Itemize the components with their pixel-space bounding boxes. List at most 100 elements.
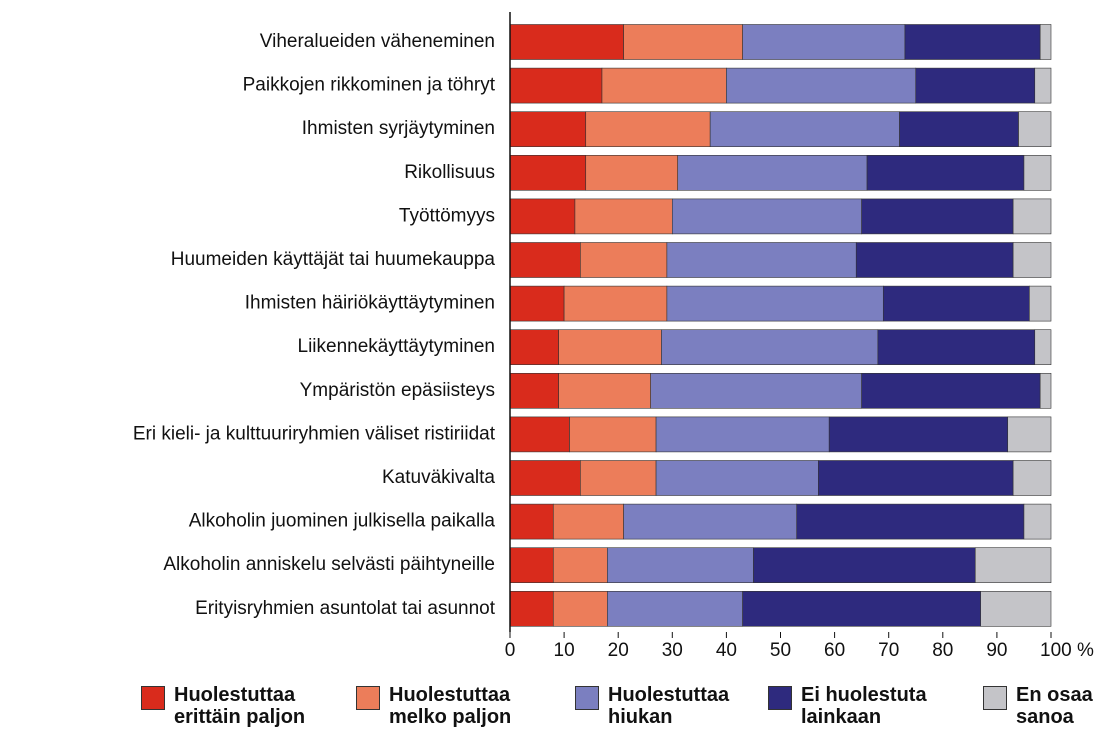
bar-segment <box>666 285 884 322</box>
bar-segment <box>899 111 1019 147</box>
bar-segment <box>861 372 1041 409</box>
bar-segment <box>650 372 862 409</box>
bar-segment <box>796 503 1025 540</box>
x-tick-label: 30 <box>662 640 683 661</box>
category-label: Työttömyys <box>399 205 495 226</box>
category-label: Viheralueiden väheneminen <box>260 31 495 52</box>
category-label: Erityisryhmien asuntolat tai asunnot <box>195 598 496 619</box>
bar-segment <box>552 590 608 627</box>
legend-swatch <box>356 686 380 710</box>
bar-segment <box>569 416 657 453</box>
bar-segment <box>666 242 857 278</box>
legend-label: Huolestuttaa melko paljon <box>389 684 512 728</box>
category-label: Alkoholin juominen julkisella paikalla <box>189 511 496 532</box>
category-label: Paikkojen rikkominen ja töhryt <box>243 75 496 96</box>
bar-segment <box>677 155 868 191</box>
x-tick-label: 20 <box>608 640 629 661</box>
legend-label: Huolestuttaa erittäin paljon <box>174 684 306 728</box>
bar-segment <box>623 503 798 540</box>
bar-segment <box>904 24 1041 60</box>
legend-label: En osaa sanoa <box>1016 684 1093 728</box>
bar-segment <box>661 329 879 366</box>
bar-segment <box>607 547 754 584</box>
category-label: Ihmisten syrjäytyminen <box>302 118 495 139</box>
x-tick-label: 0 <box>505 640 516 661</box>
bar-segment <box>877 329 1036 366</box>
bar-segment <box>855 242 1014 278</box>
bar-segment <box>709 111 900 147</box>
bar-segment <box>585 111 711 147</box>
bar-segment <box>509 111 587 147</box>
legend-label: Ei huolestuta lainkaan <box>801 684 927 728</box>
bar-segment <box>726 67 917 104</box>
x-tick-label: 40 <box>716 640 737 661</box>
bar-segment <box>655 460 819 496</box>
bar-segment <box>509 590 554 627</box>
bar-segment <box>915 67 1036 104</box>
legend-swatch <box>768 686 792 710</box>
bar-segment <box>671 198 862 235</box>
category-label: Rikollisuus <box>404 162 495 183</box>
bar-segment <box>866 155 1025 191</box>
x-tick-label: 70 <box>878 640 899 661</box>
bar-segment <box>509 329 559 366</box>
bar-segment <box>753 547 976 584</box>
bar-segment <box>601 67 727 104</box>
bar-segment <box>818 460 1014 496</box>
bar-segment <box>552 547 608 584</box>
bar-segment <box>509 285 565 322</box>
bar-segment <box>655 416 830 453</box>
bar-segment <box>558 329 662 366</box>
bar-segment <box>607 590 743 627</box>
bar-segment <box>861 198 1014 235</box>
bar-segment <box>1023 503 1052 540</box>
bar-segment <box>509 460 581 496</box>
x-tick-label: 90 <box>986 640 1007 661</box>
bar-segment <box>509 372 559 409</box>
category-label: Katuväkivalta <box>382 467 495 488</box>
x-tick-label: 10 <box>554 640 575 661</box>
x-tick-label: 80 <box>932 640 953 661</box>
bar-segment <box>585 155 679 191</box>
bar-segment <box>509 503 554 540</box>
bar-segment <box>1023 155 1052 191</box>
bar-segment <box>558 372 651 409</box>
legend-label: Huolestuttaa hiukan <box>608 684 730 728</box>
category-label: Eri kieli- ja kulttuuriryhmien väliset r… <box>133 423 496 444</box>
bar-segment <box>1007 416 1052 453</box>
bar-segment <box>574 198 673 235</box>
bar-segment <box>742 24 906 60</box>
bar-segment <box>1012 460 1052 496</box>
bar-segment <box>1039 372 1052 409</box>
x-tick-label: 60 <box>824 640 845 661</box>
bar-segment <box>509 155 587 191</box>
chart: Viheralueiden väheneminen Paikkojen rikko… <box>133 12 1094 661</box>
bar-segment <box>1034 329 1052 366</box>
category-label: Huumeiden käyttäjät tai huumekauppa <box>171 249 496 270</box>
category-label: Ihmisten häiriökäyttäytyminen <box>245 293 495 314</box>
bar-segment <box>828 416 1009 453</box>
legend-swatch <box>141 686 165 710</box>
bar-segment <box>974 547 1052 584</box>
bar-segment <box>623 24 743 60</box>
legend-swatch <box>575 686 599 710</box>
bar-segment <box>1018 111 1052 147</box>
bar-segment <box>882 285 1030 322</box>
bar-segment <box>509 242 581 278</box>
legend-swatch <box>983 686 1007 710</box>
bar-segment <box>509 416 570 453</box>
bar-segment <box>1029 285 1052 322</box>
bar-segment <box>580 460 657 496</box>
bar-segment <box>1012 198 1052 235</box>
bar-segment <box>580 242 668 278</box>
x-tick-label: 50 <box>770 640 791 661</box>
bar-segment <box>509 198 576 235</box>
bar-segment <box>509 24 624 60</box>
bar-segment <box>1039 24 1052 60</box>
bar-segment <box>509 67 603 104</box>
bar-segment <box>509 547 554 584</box>
bar-segment <box>742 590 981 627</box>
category-label: Ympäristön epäsiisteys <box>300 380 495 401</box>
category-label: Alkoholin anniskelu selvästi päihtyneill… <box>163 554 495 575</box>
